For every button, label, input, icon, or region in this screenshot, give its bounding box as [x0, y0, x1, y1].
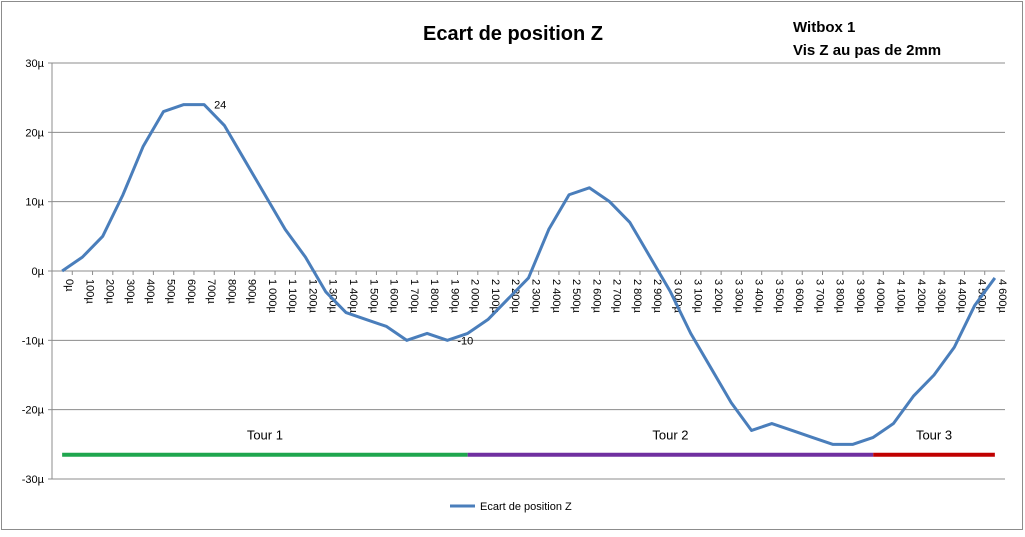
chart-title: Ecart de position Z: [423, 23, 603, 45]
x-tick-label: 3 600µ: [793, 279, 805, 314]
x-tick-label: 4 300µ: [935, 279, 947, 314]
x-tick-label: 3 100µ: [692, 279, 704, 314]
x-tick-label: 1 500µ: [367, 279, 379, 314]
x-tick-label: 2 500µ: [570, 279, 582, 314]
x-tick-label: 400µ: [144, 279, 156, 304]
note: Witbox 1: [793, 19, 855, 36]
x-tick-label: 1 800µ: [428, 279, 440, 314]
x-tick-label: 100µ: [83, 279, 95, 304]
x-tick-label: 1 400µ: [347, 279, 359, 314]
x-tick-label: 4 200µ: [915, 279, 927, 314]
x-tick-label: 1 600µ: [388, 279, 400, 314]
y-tick-label: -20µ: [22, 405, 45, 417]
x-tick-label: 3 400µ: [753, 279, 765, 314]
x-tick-label: 600µ: [185, 279, 197, 304]
x-tick-label: 4 600µ: [996, 279, 1008, 314]
x-tick-label: 3 000µ: [671, 279, 683, 314]
data-label: -10: [457, 335, 473, 347]
y-tick-label: 0µ: [32, 266, 45, 278]
x-tick-label: 700µ: [205, 279, 217, 304]
x-tick-label: 2 700µ: [611, 279, 623, 314]
x-tick-label: 4 400µ: [955, 279, 967, 314]
range-label: Tour 3: [916, 428, 952, 443]
x-tick-label: 3 900µ: [854, 279, 866, 314]
data-line: [61, 103, 997, 446]
x-tick-label: 1 300µ: [327, 279, 339, 314]
x-tick-label: 1 200µ: [306, 279, 318, 314]
x-tick-label: 3 500µ: [773, 279, 785, 314]
x-tick-label: 3 300µ: [732, 279, 744, 314]
x-tick-label: 2 000µ: [469, 279, 481, 314]
legend-label: Ecart de position Z: [480, 501, 572, 513]
x-tick-label: 500µ: [165, 279, 177, 304]
y-tick-label: 10µ: [25, 197, 44, 209]
x-tick-label: 900µ: [246, 279, 258, 304]
x-tick-label: 300µ: [124, 279, 136, 304]
y-tick-label: -30µ: [22, 474, 45, 486]
range-label: Tour 2: [652, 428, 688, 443]
y-tick-label: 20µ: [25, 127, 44, 139]
x-tick-label: 1 000µ: [266, 279, 278, 314]
x-tick-label: 2 300µ: [530, 279, 542, 314]
y-tick-label: 30µ: [25, 58, 44, 70]
x-tick-label: 1 900µ: [448, 279, 460, 314]
x-tick-label: 4 000µ: [874, 279, 886, 314]
x-tick-label: 2 800µ: [631, 279, 643, 314]
x-tick-label: 2 900µ: [651, 279, 663, 314]
x-tick-label: 2 600µ: [590, 279, 602, 314]
x-tick-label: 1 700µ: [408, 279, 420, 314]
x-tick-label: 3 200µ: [712, 279, 724, 314]
x-tick-label: 2 100µ: [489, 279, 501, 314]
y-tick-label: -10µ: [22, 335, 45, 347]
x-tick-label: 0µ: [63, 279, 75, 292]
x-tick-label: 3 700µ: [813, 279, 825, 314]
x-tick-label: 2 400µ: [550, 279, 562, 314]
x-tick-label: 3 800µ: [834, 279, 846, 314]
note: Vis Z au pas de 2mm: [793, 42, 941, 59]
x-tick-label: 4 100µ: [894, 279, 906, 314]
range-label: Tour 1: [247, 428, 283, 443]
x-tick-label: 800µ: [225, 279, 237, 304]
x-tick-label: 200µ: [104, 279, 116, 304]
data-label: 24: [214, 100, 226, 112]
x-tick-label: 1 100µ: [286, 279, 298, 314]
